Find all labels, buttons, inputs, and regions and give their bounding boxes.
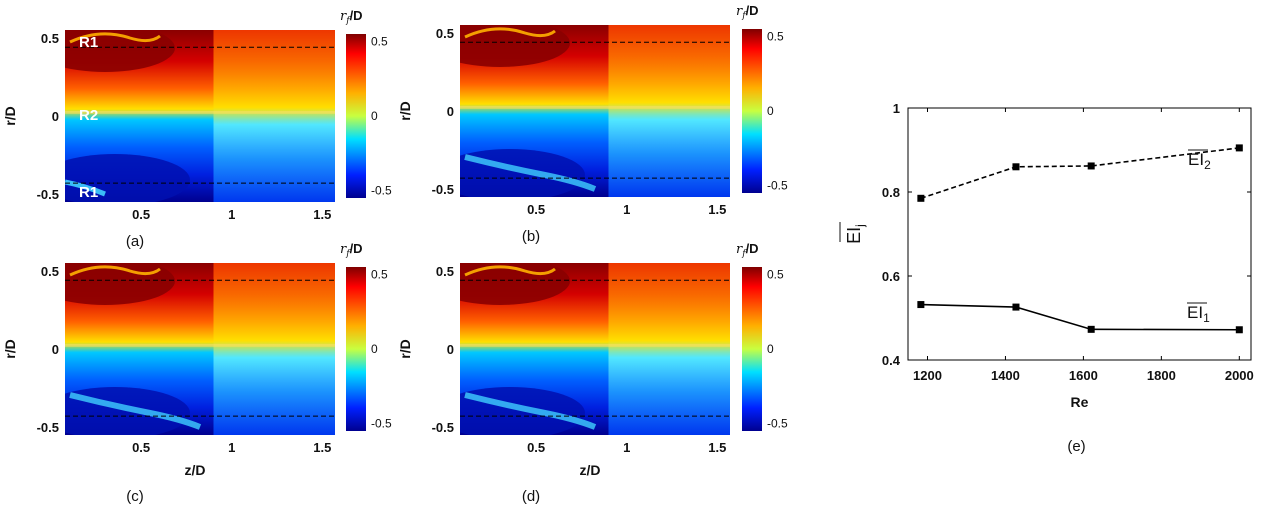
x-tick-label: 0.5 [527,202,545,217]
data-point [1235,144,1243,152]
x-tick-label: 0.5 [132,207,150,222]
y-tick-label: -0.5 [432,420,454,435]
x-tick-label: 1.5 [313,440,331,455]
y-tick-label: 0.5 [41,264,59,279]
colorbar-label: rf/D [736,3,759,21]
colorbar-tick-label: 0.5 [371,267,388,281]
plot-area [907,107,1252,361]
heatmap-field [460,263,730,435]
data-point [917,301,925,309]
heatmap-panel: 0.5 0 -0.5 0.5 1 1.5 r/D (b) 0.5 0 -0.5 rf/D [397,3,788,245]
line-chart-e: 1200 1400 1600 1800 2000 1 0.8 0.6 0.4 EI2 EI1 Re EI… [839,101,1254,455]
heatmap-panel: 0.5 0 -0.5 0.5 1 1.5 r/D (a) 0.5 0 -0.5 rf/D R1 R2 R1 [2,8,392,250]
colorbar-tick-label: 0 [767,342,774,356]
colorbar [742,29,762,193]
colorbar-label: rf/D [340,8,363,26]
data-point [1235,326,1243,334]
y-tick-label: -0.5 [37,187,59,202]
x-tick-label: 1200 [913,368,942,383]
region-label: R2 [79,107,98,124]
x-tick-label: 1.5 [313,207,331,222]
heatmap-panel: 0.5 0 -0.5 0.5 1 1.5 r/D z/D (c) 0.5 0 -0.5 rf/D [2,241,392,505]
x-tick-label: 1800 [1147,368,1176,383]
x-axis-label: z/D [185,462,206,478]
series-label: EI2 [1188,150,1211,172]
y-axis-label: EIj [844,224,867,244]
colorbar-tick-label: -0.5 [767,179,788,193]
y-tick-label: 0.5 [41,31,59,46]
colorbar-label: rf/D [340,241,363,259]
series-line [920,147,1240,200]
x-tick-label: 1 [623,202,630,217]
colorbar-tick-label: 0 [371,109,378,123]
y-axis-label: r/D [397,339,413,358]
x-tick-label: 1 [228,440,235,455]
heatmap-panel: 0.5 0 -0.5 0.5 1 1.5 r/D z/D (d) 0.5 0 -0.5 rf/D [397,241,788,505]
colorbar-label: rf/D [736,241,759,259]
heatmaps: 0.50-0.50.5 1 1.5r/D(a)0.50-0.5rf/DR1R2R10… [2,3,788,505]
y-tick-label: 0.4 [882,353,901,368]
panel-label: (e) [1067,438,1085,455]
y-tick-label: 0 [447,342,454,357]
panel-label: (c) [126,488,144,505]
y-tick-label: 0 [447,104,454,119]
x-tick-label: 2000 [1225,368,1254,383]
x-axis-label: Re [1071,394,1089,410]
colorbar-tick-label: 0.5 [767,267,784,281]
y-tick-label: 0.8 [882,185,900,200]
data-point [1087,162,1095,170]
colorbar [346,34,366,198]
data-point [1012,303,1020,311]
panel-label: (d) [522,488,540,505]
heatmap-field [65,263,335,435]
y-tick-label: 0 [52,342,59,357]
heatmap-field [460,25,730,197]
y-tick-label: -0.5 [432,182,454,197]
y-tick-label: -0.5 [37,420,59,435]
panel-label: (b) [522,228,540,245]
y-tick-label: 0 [52,109,59,124]
colorbar-tick-label: -0.5 [767,417,788,431]
x-tick-label: 1.5 [708,440,726,455]
y-axis-label: r/D [2,106,18,125]
y-tick-label: 1 [893,101,900,116]
x-tick-label: 1400 [991,368,1020,383]
colorbar-tick-label: 0 [371,342,378,356]
colorbar [742,267,762,431]
x-tick-label: 1.5 [708,202,726,217]
data-point [1012,163,1020,171]
colorbar-tick-label: 0 [767,104,774,118]
x-tick-label: 0.5 [132,440,150,455]
data-point [917,194,925,202]
x-tick-label: 1 [228,207,235,222]
series-label: EI1 [1187,303,1210,325]
region-label: R1 [79,34,98,51]
data-point [1087,325,1095,333]
region-label: R1 [79,184,98,201]
x-tick-label: 0.5 [527,440,545,455]
colorbar-tick-label: -0.5 [371,184,392,198]
y-axis-label: r/D [2,339,18,358]
colorbar-tick-label: 0.5 [767,29,784,43]
x-tick-label: 1600 [1069,368,1098,383]
y-tick-label: 0.6 [882,269,900,284]
panel-label: (a) [126,233,144,250]
y-axis-label: r/D [397,101,413,120]
series-line [920,303,1240,331]
x-tick-label: 1 [623,440,630,455]
colorbar-tick-label: 0.5 [371,34,388,48]
colorbar [346,267,366,431]
heatmap-field [65,30,335,202]
y-tick-label: 0.5 [436,26,454,41]
x-axis-label: z/D [580,462,601,478]
y-tick-label: 0.5 [436,264,454,279]
colorbar-tick-label: -0.5 [371,417,392,431]
